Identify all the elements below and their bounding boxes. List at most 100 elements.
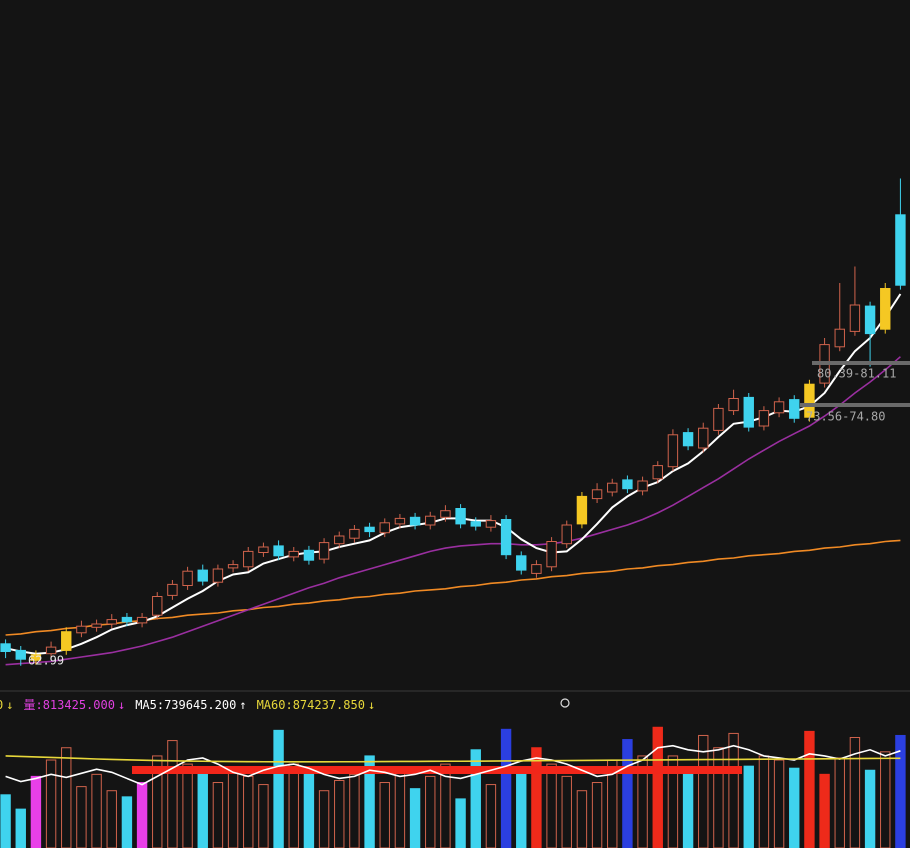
volume-bar (849, 737, 861, 848)
ma-line (5, 539, 901, 636)
candle-body (167, 583, 178, 596)
candle-body (91, 623, 102, 628)
legend-text: 0 (0, 698, 3, 712)
candle-body (789, 399, 800, 419)
ma-line (5, 356, 901, 666)
candle-body (197, 569, 208, 582)
candle-body (409, 516, 421, 526)
volume-bar (364, 755, 375, 848)
candle-body (864, 305, 876, 335)
volume-bar (516, 769, 527, 848)
candle-body (880, 288, 891, 330)
volume-bar (152, 755, 163, 848)
candle-body (849, 304, 861, 332)
volume-bar (819, 773, 830, 848)
volume-bar (15, 808, 26, 848)
cursor-marker (560, 698, 570, 708)
volume-bar (500, 728, 512, 848)
candle-body (652, 465, 663, 480)
volume-ma-line (5, 744, 901, 786)
volume-bar (303, 769, 315, 848)
candle-body (288, 550, 299, 558)
volume-legend: 0↓量:813425.000↓MA5:739645.200↑MA60:87423… (0, 698, 375, 712)
candle-body (76, 625, 87, 634)
price-annotation: 80.39-81.11 (817, 367, 896, 381)
candle-body (318, 542, 330, 560)
candle-body (607, 482, 618, 493)
range-band (812, 361, 910, 365)
candle-body (698, 427, 709, 449)
legend-text: MA5:739645.200 (135, 698, 236, 712)
legend-arrow: ↓ (118, 698, 125, 712)
candle-body (334, 535, 345, 545)
volume-bar (61, 747, 72, 848)
legend-arrow: ↓ (368, 698, 375, 712)
legend-text: 量:813425.000 (23, 698, 114, 712)
volume-bar (425, 775, 436, 848)
candle-body (637, 480, 648, 492)
candle-body (121, 616, 133, 623)
candle-body (425, 515, 436, 526)
candle-body (576, 495, 588, 525)
volume-bar (0, 794, 11, 848)
candle-body (500, 519, 512, 556)
candle-body (0, 643, 11, 652)
candle-body (591, 489, 603, 500)
candle-body (485, 520, 497, 528)
range-band (800, 403, 910, 407)
volume-bar (318, 790, 330, 848)
candle-body (516, 555, 527, 571)
candle-body (773, 401, 785, 414)
candle-body (349, 528, 360, 539)
volume-bar (470, 749, 481, 848)
volume-bar (121, 796, 133, 848)
volume-bar (622, 739, 633, 848)
volume-bar (409, 788, 421, 848)
candle-body (546, 541, 557, 568)
volume-bar (136, 782, 148, 848)
volume-bar (531, 747, 542, 848)
legend-arrow: ↓ (6, 698, 13, 712)
candle-body (895, 214, 906, 286)
volume-bar (698, 734, 709, 848)
candle-body (531, 564, 542, 574)
candle-body (258, 546, 269, 553)
candle-body (45, 646, 57, 655)
volume-bar (789, 767, 800, 848)
candle-body (455, 508, 466, 525)
candle-body (61, 631, 72, 651)
candle-body (182, 570, 193, 587)
candle-body (682, 432, 694, 447)
volume-ma-line (5, 755, 901, 763)
candle-body (15, 649, 26, 660)
candle-body (364, 526, 375, 533)
candle-body (303, 549, 315, 561)
volume-bar (561, 775, 572, 848)
price-annotation: 73.56-74.80 (806, 410, 885, 424)
candle-body (667, 434, 679, 468)
volume-bar (637, 755, 648, 848)
volume-bar (895, 734, 906, 848)
legend-text: MA60:874237.850 (257, 698, 365, 712)
candle-body (470, 521, 481, 527)
price-annotation: 62.99 (28, 654, 64, 668)
candle-body (243, 550, 254, 568)
candle-body (743, 396, 754, 428)
candle-body (136, 616, 148, 624)
volume-bar (273, 729, 284, 848)
volume-bar (197, 773, 208, 848)
candle-body (834, 328, 845, 348)
volume-bar (728, 732, 739, 848)
volume-bar (864, 769, 876, 848)
candle-body (561, 524, 572, 545)
candle-body (152, 596, 163, 616)
volume-bar (743, 765, 754, 848)
candle-body (804, 383, 815, 418)
volume-bar (30, 775, 42, 848)
candle-body (30, 654, 42, 661)
volume-bar (106, 790, 117, 848)
candle-body (440, 510, 451, 518)
volume-bar (652, 726, 663, 848)
